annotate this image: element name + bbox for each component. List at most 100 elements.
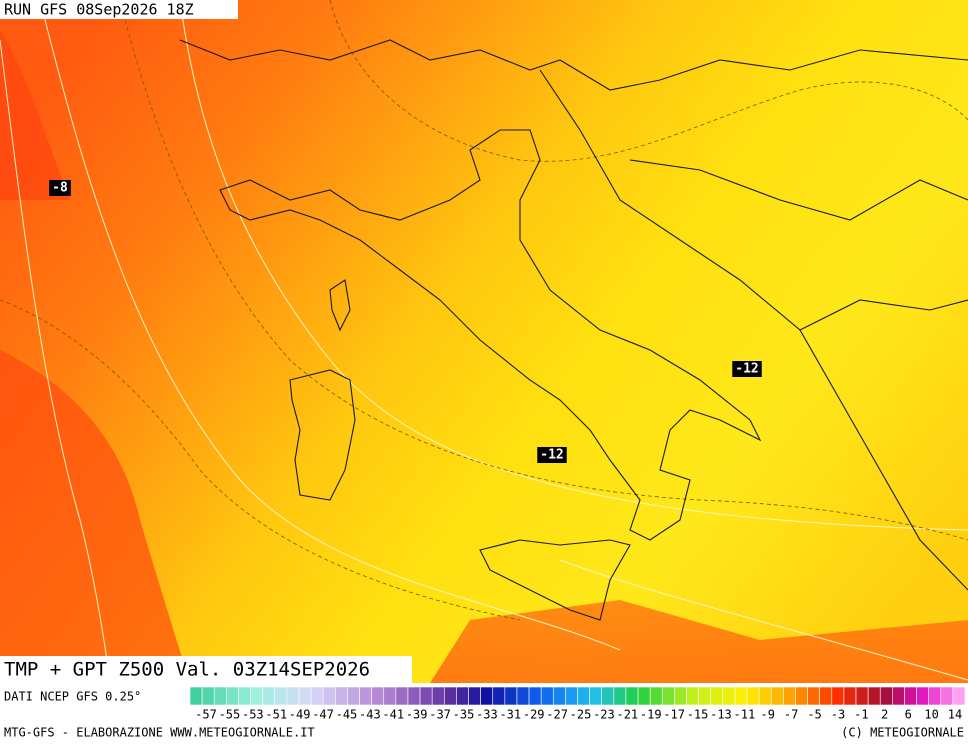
colorbar-label: -41 [382, 708, 404, 722]
color-swatch [952, 686, 966, 706]
contour-label: -12 [735, 362, 758, 377]
contour-label: -8 [52, 181, 68, 196]
color-swatch [492, 686, 506, 706]
isohypse [39, 0, 621, 651]
colorbar-label: 2 [881, 708, 888, 722]
color-swatch [516, 686, 530, 706]
color-swatch [613, 686, 627, 706]
title-box [0, 656, 412, 683]
coastline-italy [219, 129, 762, 541]
colorbar-label: -3 [831, 708, 845, 722]
isohypse [0, 39, 111, 684]
colorbar-label: -21 [616, 708, 638, 722]
color-swatch [589, 686, 603, 706]
color-swatch [904, 686, 917, 706]
colorbar-label: -47 [312, 708, 334, 722]
colorbar-label: -43 [359, 708, 381, 722]
data-source: DATI NCEP GFS 0.25° [4, 690, 141, 704]
color-swatch [201, 686, 215, 706]
copyright: (C) METEOGIORNALE [841, 726, 964, 740]
header-box [0, 0, 238, 19]
color-swatch [843, 686, 857, 706]
credit: MTG-GFS - ELABORAZIONE WWW.METEOGIORNALE… [4, 726, 315, 740]
color-swatch [371, 686, 385, 706]
map-title: TMP + GPT Z500 Val. 03Z14SEP2026 [4, 659, 370, 681]
colorbar-label: -23 [593, 708, 615, 722]
color-swatch [601, 686, 615, 706]
color-swatch [359, 686, 372, 706]
colorbar-label: 14 [948, 708, 962, 722]
color-swatch [189, 686, 203, 706]
coastline-corsica [329, 279, 351, 332]
map-area [0, 0, 968, 684]
color-swatch [734, 686, 748, 706]
color-swatch [238, 686, 251, 706]
coastline-balkans [539, 69, 968, 591]
color-swatch [879, 686, 893, 706]
color-swatch [226, 686, 239, 706]
color-swatch [480, 686, 494, 706]
contour-label-box [732, 361, 762, 377]
colorbar-label: -13 [710, 708, 732, 722]
color-swatch [565, 686, 578, 706]
color-swatch [855, 686, 869, 706]
color-swatch [552, 686, 566, 706]
contour-labels: -8 -12 -12 [49, 180, 762, 463]
color-swatch [698, 686, 712, 706]
border [629, 159, 968, 221]
color-swatch [940, 686, 954, 706]
color-swatch [686, 686, 699, 706]
colorbar-label: -33 [476, 708, 498, 722]
color-swatch [250, 686, 263, 706]
color-swatch [928, 686, 942, 706]
color-swatch [807, 686, 820, 706]
contour-label-box [49, 180, 71, 196]
color-swatch [407, 686, 421, 706]
colorbar-label: 6 [905, 708, 912, 722]
color-swatch [722, 686, 736, 706]
color-swatch [383, 686, 397, 706]
colorbar-label: -17 [663, 708, 685, 722]
color-swatch [298, 686, 312, 706]
colorbar-label: -31 [499, 708, 521, 722]
contour-label: -12 [540, 448, 563, 463]
color-swatch [310, 686, 324, 706]
colorbar-label: -5 [807, 708, 821, 722]
color-swatch [892, 686, 905, 706]
coastline-sardinia [289, 369, 356, 501]
color-swatch [795, 686, 808, 706]
color-swatch [431, 686, 445, 706]
color-swatch [710, 686, 724, 706]
colorbar-label: -27 [546, 708, 568, 722]
color-swatch [649, 686, 663, 706]
color-swatch [504, 686, 518, 706]
color-swatch [443, 686, 457, 706]
contour-label-box [537, 447, 567, 463]
color-swatch [213, 686, 227, 706]
colorbar-label: -19 [640, 708, 662, 722]
isotherm [0, 299, 521, 621]
isohypse [559, 559, 968, 681]
color-swatch [674, 686, 687, 706]
color-swatch [335, 686, 348, 706]
color-swatch [456, 686, 469, 706]
colorbar-label: -25 [570, 708, 592, 722]
color-swatch [395, 686, 409, 706]
color-swatch [262, 686, 276, 706]
color-swatch [770, 686, 784, 706]
color-swatch [661, 686, 675, 706]
colorbar-label: -51 [265, 708, 287, 722]
colorbar: -57 -55 -53 -51 -49 -47 -45 -43 -41 -39 -37 -35 -33-… [189, 686, 966, 722]
color-swatch [746, 686, 760, 706]
run-info: RUN GFS 08Sep2026 18Z [4, 1, 194, 19]
isotherm [119, 0, 968, 541]
warm-core [0, 350, 190, 683]
colorbar-label: -37 [429, 708, 451, 722]
color-swatch [419, 686, 433, 706]
color-swatch [819, 686, 833, 706]
colorbar-label: 10 [924, 708, 938, 722]
color-swatch [347, 686, 360, 706]
colorbar-label: -55 [219, 708, 241, 722]
color-swatch [783, 686, 796, 706]
